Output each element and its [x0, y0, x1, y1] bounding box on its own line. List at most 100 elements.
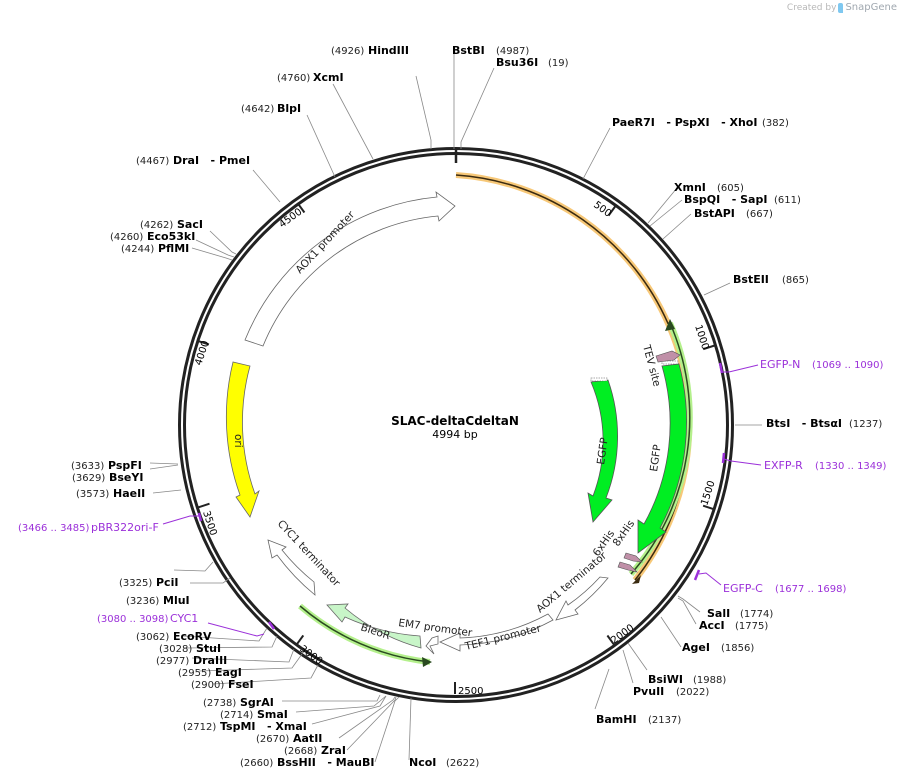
feature-label-egfp-inner: EGFP	[595, 437, 611, 466]
primer-egfp-c[interactable]: EGFP-C (1677 .. 1698)	[693, 569, 847, 595]
enzyme-ecorv[interactable]: (3062) EcoRV	[136, 630, 212, 643]
feature-egfp-inner[interactable]: EGFP	[587, 377, 618, 523]
svg-text:AccI: AccI	[699, 619, 725, 632]
enzyme-bsu36i[interactable]: Bsu36I (19)	[496, 56, 569, 69]
enzyme-mlui[interactable]: (3236) MluI	[126, 594, 190, 607]
svg-text:(3466 .. 3485): (3466 .. 3485)	[18, 523, 90, 534]
svg-text:AatII: AatII	[293, 732, 322, 745]
svg-text:(3573): (3573)	[76, 489, 109, 500]
svg-text:(3325): (3325)	[119, 578, 152, 589]
enzyme-eco53ki[interactable]: (4260) Eco53kI	[110, 230, 195, 243]
feature-label-ori: ori	[232, 434, 244, 448]
feature-8xhis[interactable]: 8xHis	[611, 518, 643, 563]
enzyme-bstapi[interactable]: BstAPI (667)	[694, 207, 773, 220]
svg-text:BstEII: BstEII	[733, 273, 769, 286]
feature-label-tev-site: TEV site	[640, 343, 663, 388]
enzyme-eagi[interactable]: (2955) EagI	[178, 666, 242, 679]
tick-label-1000: 1000	[692, 324, 710, 352]
enzyme-xmni[interactable]: XmnI (605)	[674, 181, 744, 194]
enzyme-xcmi[interactable]: (4760) XcmI	[277, 71, 344, 84]
svg-text:(19): (19)	[548, 58, 569, 69]
plasmid-length: 4994 bp	[432, 428, 477, 441]
svg-text:(3633): (3633)	[71, 461, 104, 472]
svg-text:(4260): (4260)	[110, 232, 143, 243]
svg-text:BstAPI: BstAPI	[694, 207, 735, 220]
enzyme-hindiii[interactable]: (4926) HindIII	[331, 44, 409, 57]
svg-text:(3028): (3028)	[159, 644, 192, 655]
feature-aox1-terminator[interactable]: AOX1 terminator	[534, 549, 610, 621]
enzyme-tspmi-xmai[interactable]: (2712) TspMI - XmaI	[183, 720, 307, 733]
enzyme-ncoi[interactable]: NcoI (2622)	[409, 756, 479, 769]
svg-text:BamHI: BamHI	[596, 713, 637, 726]
svg-text:(1237): (1237)	[849, 419, 882, 430]
primer-egfp-n[interactable]: EGFP-N (1069 .. 1090)	[718, 358, 884, 374]
primer-cyc1[interactable]: (3080 .. 3098) CYC1	[97, 612, 276, 637]
orf-green-arc[interactable]	[628, 319, 693, 576]
svg-text:(382): (382)	[762, 118, 789, 129]
enzyme-smai[interactable]: (2714) SmaI	[220, 708, 288, 721]
enzyme-sali[interactable]: SalI (1774)	[707, 607, 773, 620]
plasmid-name: SLAC-deltaCdeltaN	[391, 414, 519, 428]
snapgene-logo-icon	[838, 2, 844, 13]
enzyme-bstbi[interactable]: BstBI (4987)	[452, 44, 529, 57]
enzyme-bsteii[interactable]: BstEII (865)	[733, 273, 809, 286]
enzyme-blpi[interactable]: (4642) BlpI	[241, 102, 301, 115]
enzyme-leader-lines	[149, 52, 762, 763]
svg-text:(605): (605)	[717, 183, 744, 194]
enzyme-agei[interactable]: AgeI (1856)	[682, 641, 754, 654]
credit-brand: SnapGene	[845, 2, 897, 13]
svg-text:Bsu36I: Bsu36I	[496, 56, 538, 69]
svg-text:(2714): (2714)	[220, 710, 253, 721]
primer-pbr322ori-f[interactable]: (3466 .. 3485) pBR322ori-F	[18, 512, 203, 534]
enzyme-fsei[interactable]: (2900) FseI	[191, 678, 254, 691]
feature-cyc1-terminator[interactable]: CYC1 terminator	[267, 518, 343, 596]
enzyme-btsi-btsai[interactable]: BtsI - BtsαI (1237)	[766, 417, 882, 430]
svg-text:(1988): (1988)	[693, 675, 726, 686]
enzyme-sgrai[interactable]: (2738) SgrAI	[203, 696, 274, 709]
enzyme-stui[interactable]: (3028) StuI	[159, 642, 221, 655]
enzyme-bsshii-maubi[interactable]: (2660) BssHII - MauBI	[240, 756, 374, 769]
svg-text:(3629): (3629)	[72, 473, 105, 484]
enzyme-drai-pmei[interactable]: (4467) DraI - PmeI	[136, 154, 250, 167]
svg-text:BtsI - BtsαI: BtsI - BtsαI	[766, 417, 842, 430]
feature-label-tef1-promoter: TEF1 promoter	[463, 622, 543, 653]
svg-text:(1774): (1774)	[740, 609, 773, 620]
enzyme-pflmi[interactable]: (4244) PflMI	[121, 242, 189, 255]
enzyme-draiii[interactable]: (2977) DraIII	[156, 654, 227, 667]
enzyme-bsiwi[interactable]: BsiWI (1988)	[648, 673, 726, 686]
feature-ori[interactable]: ori	[226, 361, 260, 518]
svg-text:BspQI - SapI: BspQI - SapI	[684, 193, 767, 206]
svg-text:EagI: EagI	[215, 666, 242, 679]
svg-text:BlpI: BlpI	[277, 102, 301, 115]
feature-label-egfp-outer: EGFP	[648, 444, 664, 473]
enzyme-saci[interactable]: (4262) SacI	[140, 218, 203, 231]
enzyme-bspqi-sapi[interactable]: BspQI - SapI (611)	[684, 193, 801, 206]
svg-text:BssHII - MauBI: BssHII - MauBI	[277, 756, 374, 769]
enzyme-labels: (4926) HindIII BstBI (4987) Bsu36I (19) …	[71, 44, 882, 769]
svg-text:PflMI: PflMI	[158, 242, 189, 255]
svg-text:(1330 .. 1349): (1330 .. 1349)	[815, 461, 887, 472]
enzyme-pcii[interactable]: (3325) PciI	[119, 576, 178, 589]
enzyme-zrai[interactable]: (2668) ZraI	[284, 744, 346, 757]
enzyme-acci[interactable]: AccI (1775)	[699, 619, 768, 632]
svg-text:PvuII: PvuII	[633, 685, 664, 698]
svg-text:(4244): (4244)	[121, 244, 154, 255]
svg-text:(2137): (2137)	[648, 715, 681, 726]
enzyme-bamhi[interactable]: BamHI (2137)	[596, 713, 681, 726]
enzyme-pspfi[interactable]: (3633) PspFI	[71, 459, 142, 472]
svg-text:(2668): (2668)	[284, 746, 317, 757]
enzyme-paer7i-pspxi-xhoi[interactable]: PaeR7I - PspXI - XhoI (382)	[612, 116, 789, 129]
enzyme-aatii[interactable]: (2670) AatII	[256, 732, 322, 745]
svg-text:SgrAI: SgrAI	[240, 696, 274, 709]
primer-exfp-r[interactable]: EXFP-R (1330 .. 1349)	[721, 452, 887, 472]
enzyme-pvuii[interactable]: PvuII (2022)	[633, 685, 709, 698]
feature-egfp-outer[interactable]: EGFP	[637, 360, 687, 554]
orf-green-arc-bleor[interactable]	[298, 603, 432, 667]
svg-text:PciI: PciI	[156, 576, 178, 589]
svg-text:(2977): (2977)	[156, 656, 189, 667]
svg-text:(1677 .. 1698): (1677 .. 1698)	[775, 584, 847, 595]
enzyme-bseyi[interactable]: (3629) BseYI	[72, 471, 143, 484]
svg-text:(4926): (4926)	[331, 46, 364, 57]
enzyme-haeii[interactable]: (3573) HaeII	[76, 487, 145, 500]
